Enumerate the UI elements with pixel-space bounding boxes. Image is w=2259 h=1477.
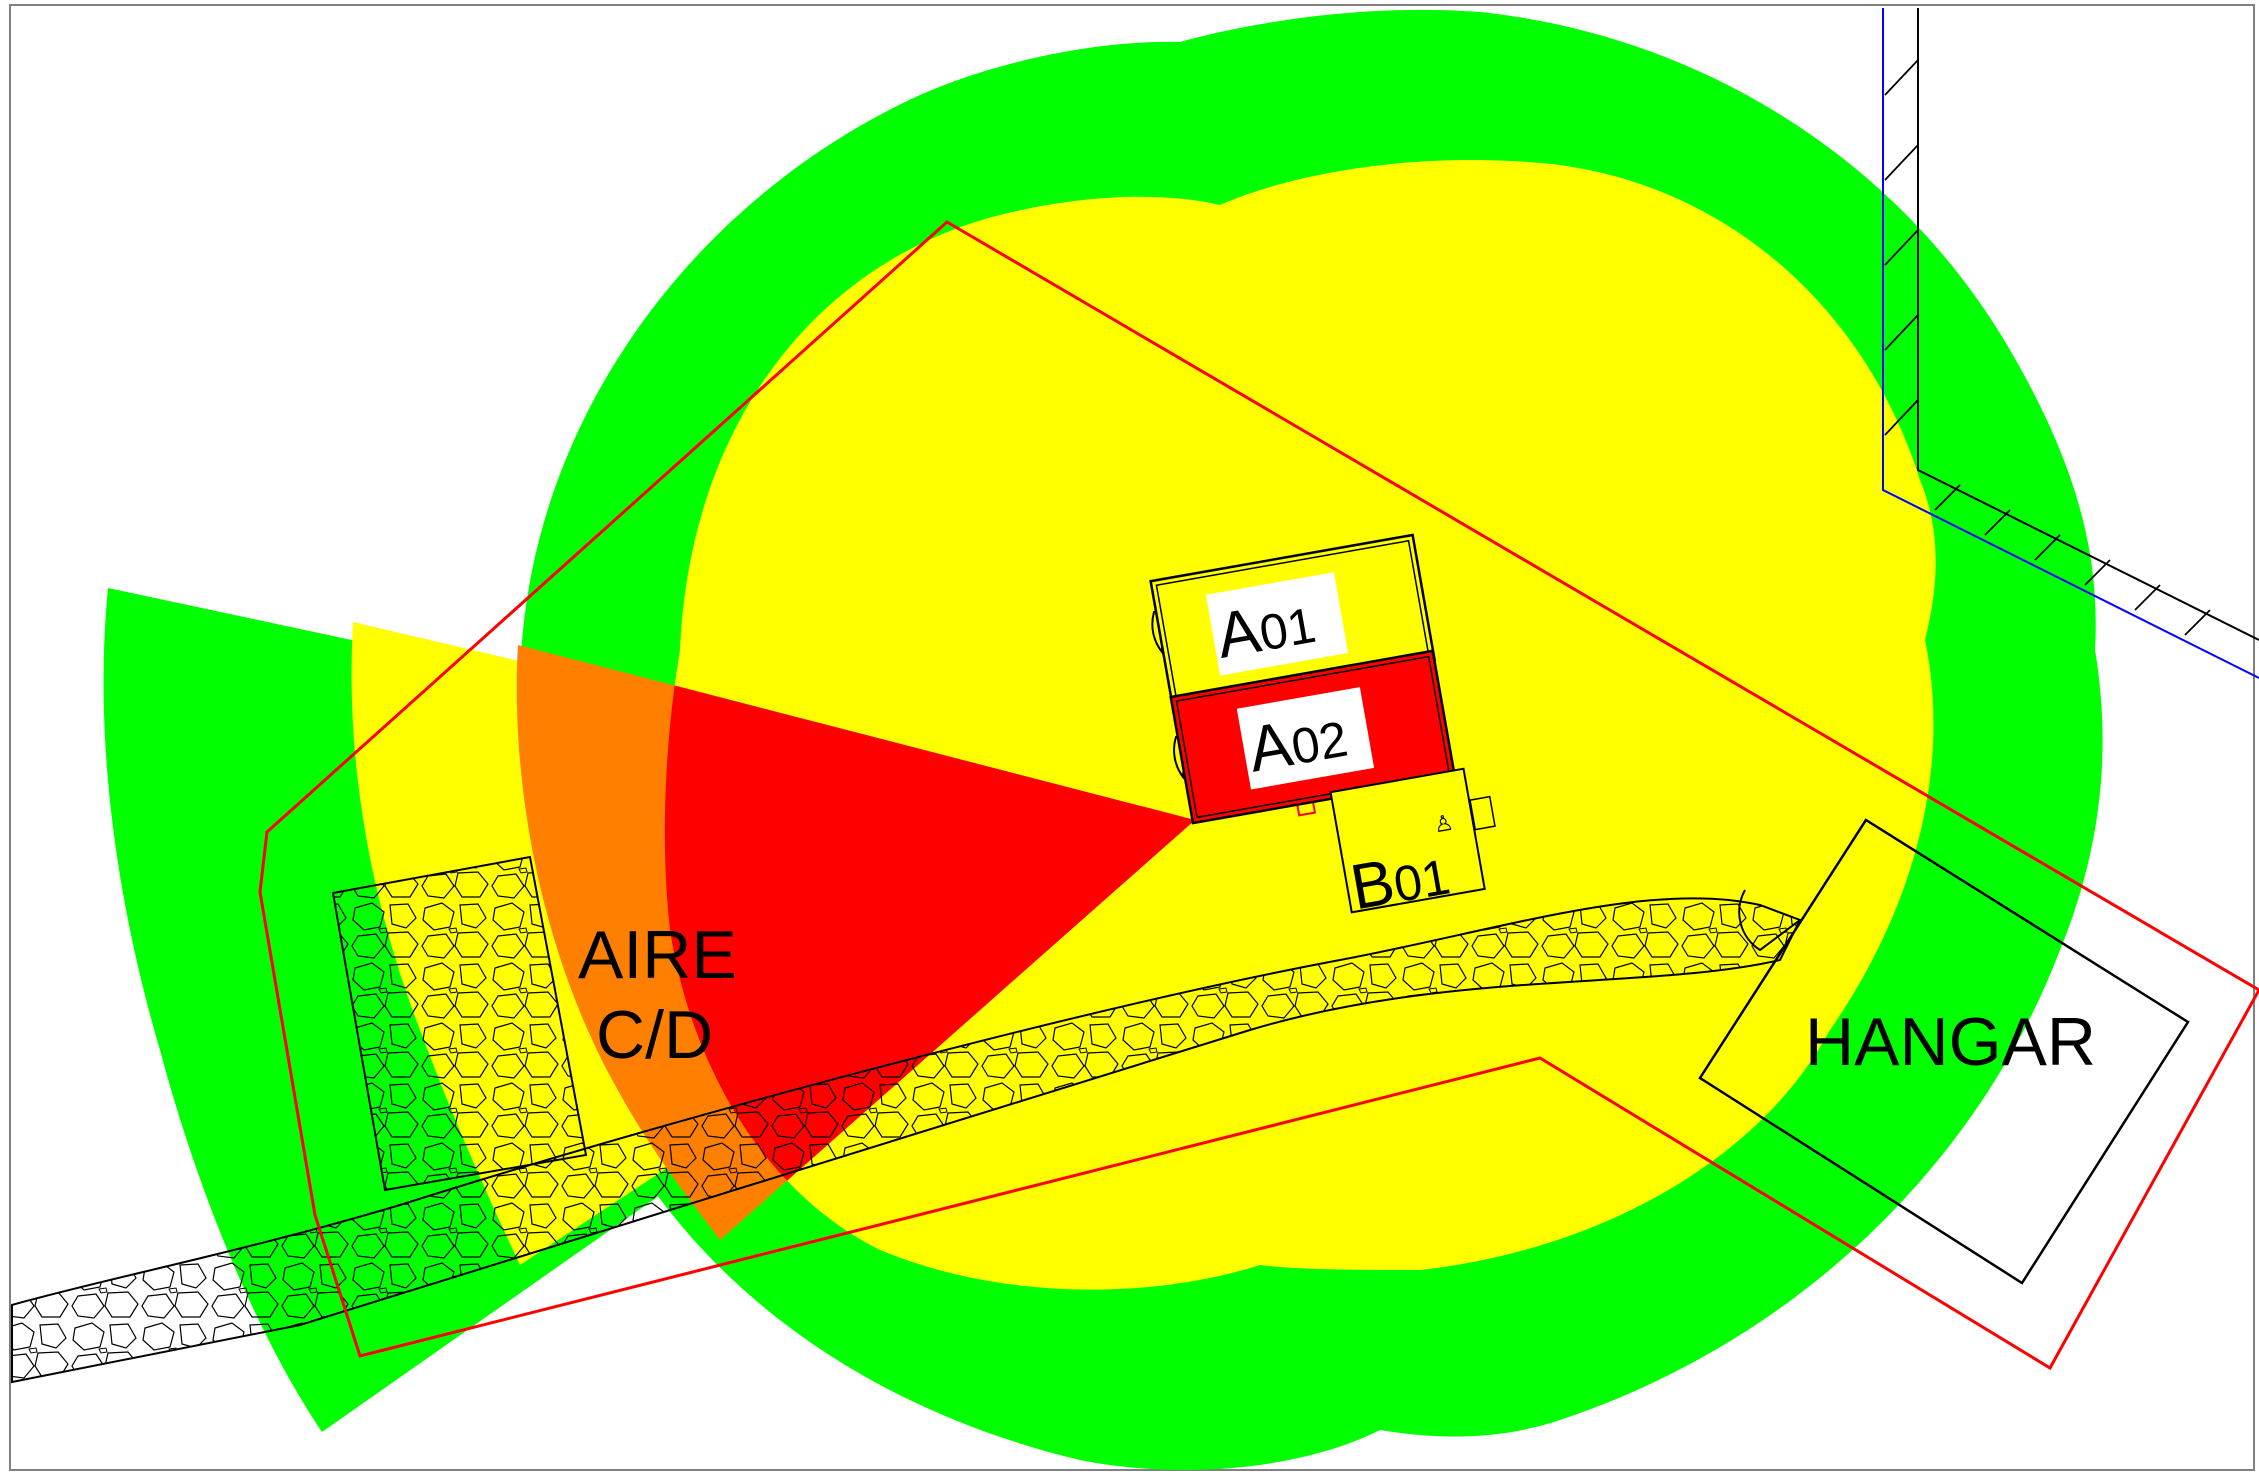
hangar-label: HANGAR <box>1805 1004 2096 1080</box>
building-a02: A02 <box>1169 649 1457 825</box>
zone-a01-suffix: 01 <box>1255 597 1320 662</box>
building-b01: ♙ B01 <box>1329 767 1496 923</box>
red-sector <box>516 645 1195 1240</box>
aire-label-line1: AIRE <box>578 917 737 993</box>
site-boundary <box>258 220 2259 1371</box>
zone-a02-suffix: 02 <box>1287 711 1352 776</box>
aire-label-line2: C/D <box>596 997 713 1073</box>
drawing-frame <box>9 4 2255 1471</box>
zone-b01-suffix: 01 <box>1390 848 1455 913</box>
fixture-icon: ♙ <box>1432 810 1456 838</box>
hangar-outline <box>1698 818 2190 1285</box>
gravel-path <box>11 897 1802 1384</box>
road-edge <box>1882 8 2259 679</box>
